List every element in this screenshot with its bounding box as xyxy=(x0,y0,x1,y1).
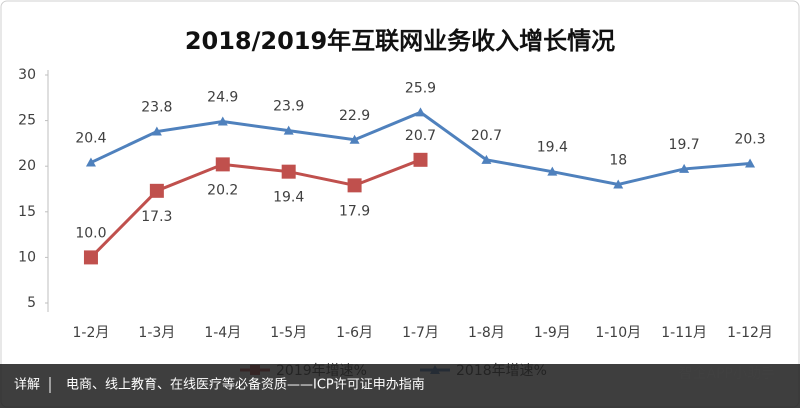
marker xyxy=(745,158,756,168)
x-tick-label: 1-12月 xyxy=(727,325,773,341)
data-label: 23.9 xyxy=(273,99,304,115)
x-tick-label: 1-9月 xyxy=(534,325,571,341)
marker xyxy=(415,107,426,117)
data-label: 17.3 xyxy=(141,209,172,225)
y-tick-label: 15 xyxy=(18,204,36,220)
marker xyxy=(679,163,690,173)
marker xyxy=(547,166,558,176)
data-label: 20.7 xyxy=(471,128,502,144)
data-label: 25.9 xyxy=(405,80,436,96)
overlay-bar xyxy=(0,364,800,408)
x-tick-label: 1-4月 xyxy=(204,325,241,341)
y-tick-label: 20 xyxy=(18,158,36,174)
x-tick-label: 1-7月 xyxy=(402,325,439,341)
data-label: 20.4 xyxy=(75,131,106,147)
marker xyxy=(151,126,162,136)
data-label: 19.4 xyxy=(537,140,568,156)
data-label: 20.3 xyxy=(734,131,765,147)
x-tick-label: 1-3月 xyxy=(138,325,175,341)
x-tick-label: 1-2月 xyxy=(73,325,110,341)
chart-title: 2018/2019年互联网业务收入增长情况 xyxy=(185,27,615,55)
marker xyxy=(283,125,294,135)
y-tick-label: 5 xyxy=(27,295,36,311)
y-tick-label: 30 xyxy=(18,67,36,83)
marker xyxy=(149,183,164,198)
data-label: 24.9 xyxy=(207,90,238,106)
data-label: 17.9 xyxy=(339,203,370,219)
marker xyxy=(413,152,428,167)
marker xyxy=(217,116,228,126)
data-label: 19.7 xyxy=(669,137,700,153)
marker xyxy=(85,157,96,167)
overlay-tag: 详解 xyxy=(14,378,40,393)
series-line xyxy=(89,158,422,259)
marker xyxy=(281,164,296,179)
data-label: 22.9 xyxy=(339,108,370,124)
marker xyxy=(481,154,492,164)
data-label: 18 xyxy=(609,152,627,168)
watermark: 智企APP小助手 xyxy=(679,365,775,382)
data-label: 20.7 xyxy=(405,128,436,144)
y-tick-label: 25 xyxy=(18,113,36,129)
data-label: 19.4 xyxy=(273,190,304,206)
x-tick-label: 1-6月 xyxy=(336,325,373,341)
marker xyxy=(215,157,230,172)
data-label: 20.2 xyxy=(207,182,238,198)
marker xyxy=(349,134,360,144)
x-tick-label: 1-5月 xyxy=(270,325,307,341)
marker xyxy=(83,250,98,265)
y-tick-label: 10 xyxy=(18,249,36,265)
marker xyxy=(347,178,362,193)
data-label: 10.0 xyxy=(75,225,106,241)
x-tick-label: 1-11月 xyxy=(661,325,707,341)
marker xyxy=(613,179,624,189)
overlay-text: 电商、线上教育、在线医疗等必备资质——ICP许可证申办指南 xyxy=(66,377,425,393)
x-tick-label: 1-10月 xyxy=(595,325,641,341)
x-tick-label: 1-8月 xyxy=(468,325,505,341)
data-label: 23.8 xyxy=(141,100,172,116)
